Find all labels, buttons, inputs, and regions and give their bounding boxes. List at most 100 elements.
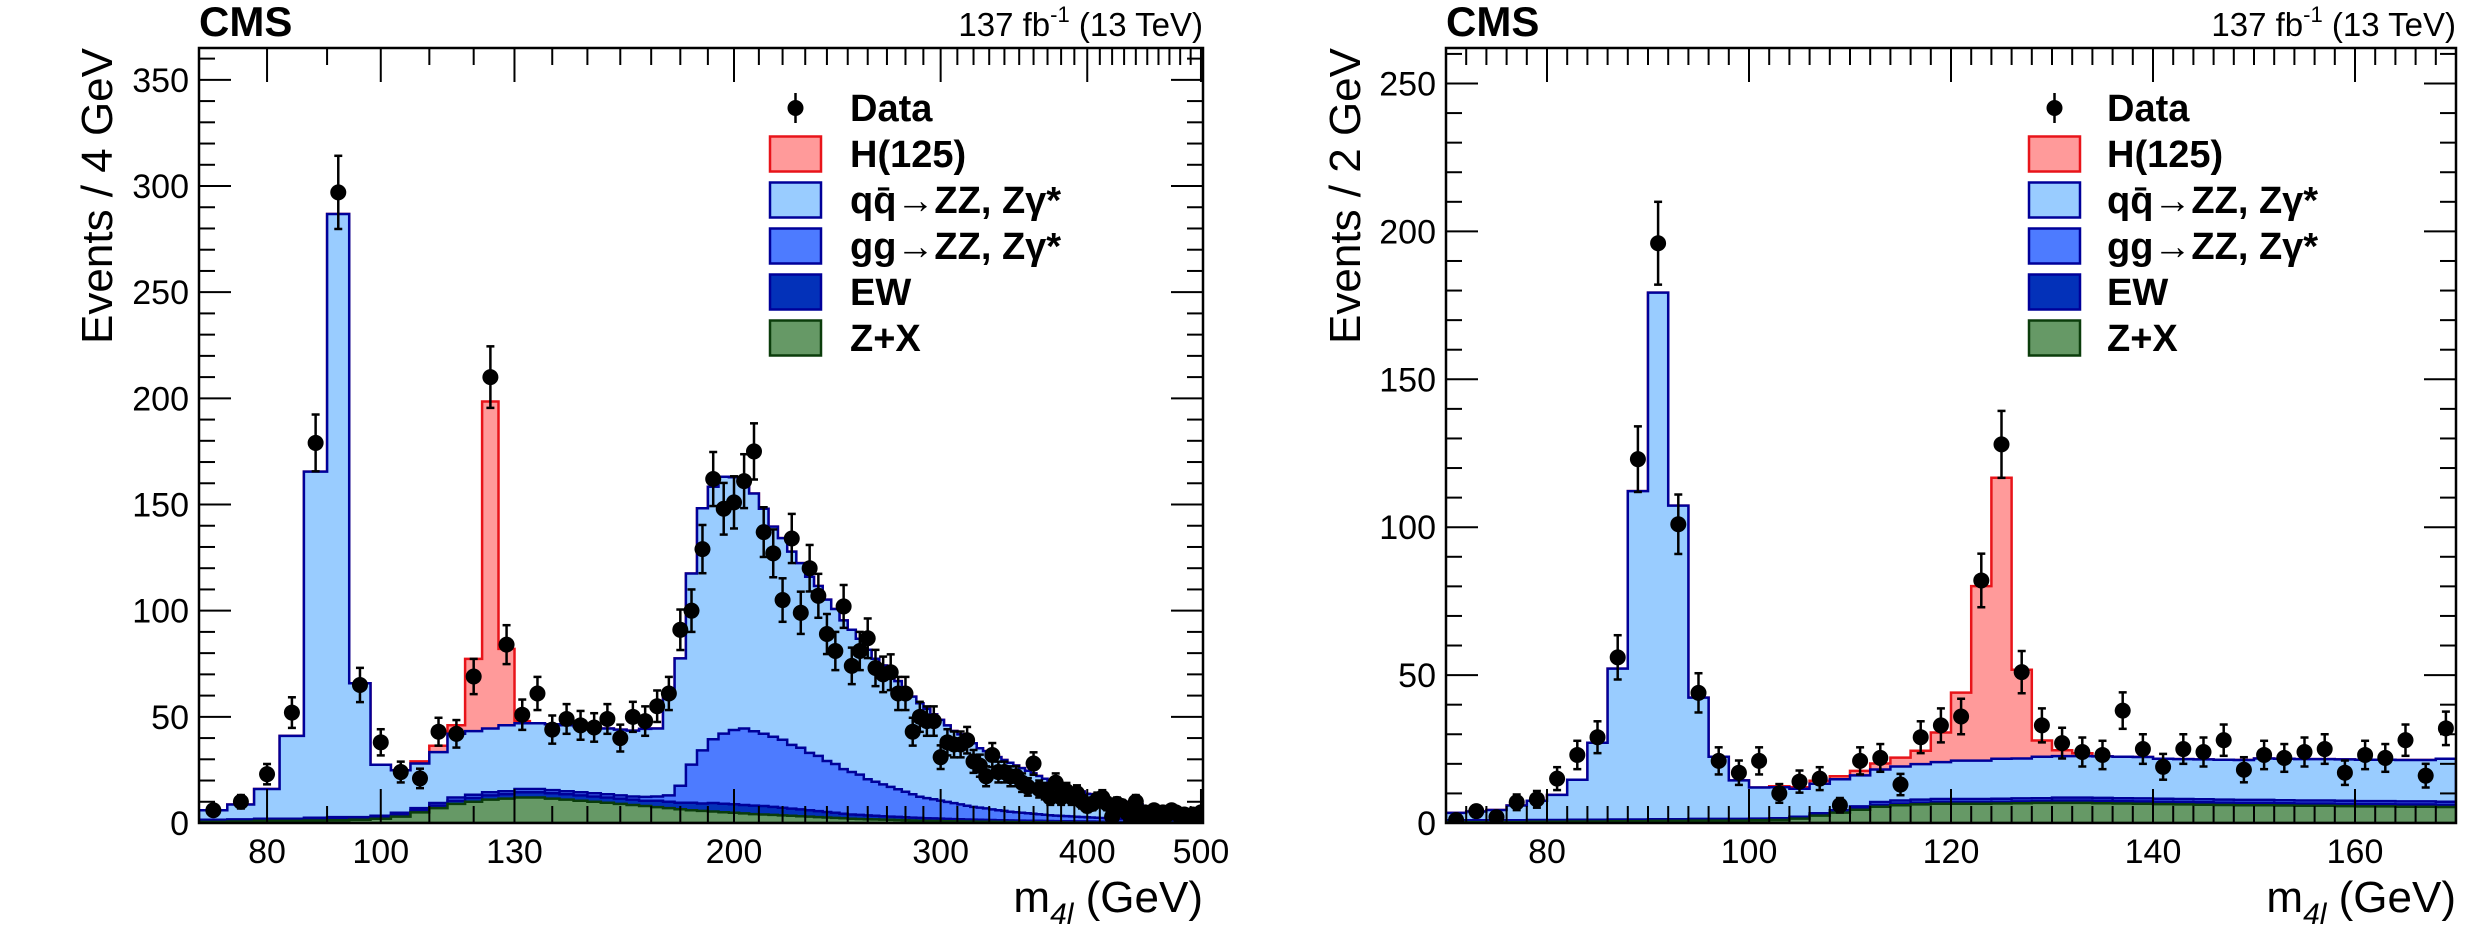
- data-marker: [498, 636, 515, 653]
- legend-data-marker: [2046, 100, 2063, 116]
- data-marker: [558, 710, 575, 727]
- data-marker: [637, 713, 654, 730]
- data-marker: [430, 723, 447, 740]
- y-tick-label: 200: [1379, 213, 1436, 251]
- y-tick-label: 50: [151, 699, 189, 737]
- y-tick-label: 100: [132, 593, 189, 631]
- data-point: [843, 646, 860, 686]
- data-point: [1690, 671, 1707, 714]
- data-point: [2054, 726, 2071, 760]
- legend-swatch: [2027, 181, 2082, 219]
- data-point: [529, 675, 546, 712]
- data-point: [745, 422, 762, 481]
- data-marker: [624, 708, 641, 725]
- data-point: [514, 698, 531, 732]
- data-points: [1448, 200, 2454, 823]
- data-marker: [932, 749, 949, 766]
- data-point: [810, 572, 827, 620]
- data-point: [392, 760, 409, 784]
- data-marker: [2377, 749, 2394, 766]
- data-point: [482, 345, 499, 410]
- data-point: [1609, 633, 1626, 681]
- data-point: [1932, 707, 1949, 744]
- data-marker: [755, 524, 772, 541]
- data-point: [792, 590, 809, 636]
- data-marker: [1609, 649, 1626, 666]
- data-point: [430, 716, 447, 747]
- data-marker: [1569, 746, 1586, 763]
- luminosity-label: 137 fb-1 (13 TeV): [2211, 2, 2456, 43]
- y-tick-label: 0: [170, 805, 189, 843]
- data-marker: [351, 676, 368, 693]
- data-marker: [672, 621, 689, 638]
- data-marker: [392, 764, 409, 781]
- data-point: [705, 450, 722, 508]
- data-point: [283, 696, 300, 730]
- data-marker: [259, 766, 276, 783]
- legend-label: Z+X: [850, 318, 921, 360]
- data-marker: [1650, 235, 1667, 252]
- y-axis-title: Events / 2 GeV: [1321, 47, 1370, 344]
- data-point: [1569, 739, 1586, 771]
- data-point: [1771, 782, 1788, 805]
- data-marker: [2417, 767, 2434, 784]
- y-tick-label: 100: [1379, 509, 1436, 547]
- legend-swatch: [768, 135, 823, 173]
- data-point: [2437, 710, 2454, 747]
- data-marker: [984, 747, 1001, 764]
- data-marker: [544, 721, 561, 738]
- legend-label: H(125): [850, 134, 966, 176]
- x-axis-var: m: [2266, 873, 2303, 922]
- y-tick-label: 350: [132, 62, 189, 100]
- data-marker: [1751, 752, 1768, 769]
- data-marker: [2357, 746, 2374, 763]
- data-point: [1892, 772, 1909, 797]
- data-point: [637, 705, 654, 738]
- data-point: [259, 762, 276, 786]
- legend-swatch: [768, 319, 823, 357]
- data-marker: [1025, 755, 1042, 772]
- data-point: [1670, 493, 1687, 556]
- data-marker: [859, 630, 876, 647]
- data-point: [859, 617, 876, 660]
- y-tick-label: 200: [132, 380, 189, 418]
- data-marker: [586, 719, 603, 736]
- data-marker: [726, 494, 743, 511]
- legend-entry-data: Data: [2046, 88, 2190, 130]
- data-marker: [1448, 812, 1465, 823]
- data-point: [2336, 759, 2353, 787]
- data-marker: [1831, 797, 1848, 814]
- data-point: [1448, 812, 1465, 823]
- legend-entry-ew: EW: [2027, 272, 2168, 314]
- data-point: [1710, 746, 1727, 776]
- legend-entry-gg: gg→ZZ, Zγ*: [2027, 226, 2318, 268]
- x-tick-label: 130: [486, 833, 543, 871]
- data-marker: [307, 434, 324, 451]
- data-point: [2357, 739, 2374, 771]
- data-marker: [1953, 708, 1970, 725]
- x-tick-label: 100: [352, 833, 409, 871]
- data-marker: [2054, 735, 2071, 752]
- data-point: [351, 666, 368, 704]
- data-marker: [1872, 749, 1889, 766]
- data-marker: [2013, 664, 2030, 681]
- lumi-energy: (13 TeV): [2323, 6, 2456, 43]
- data-marker: [1710, 752, 1727, 769]
- data-marker: [705, 471, 722, 488]
- data-point: [2033, 707, 2050, 744]
- experiment-label: CMS: [199, 0, 292, 45]
- data-marker: [572, 717, 589, 734]
- data-point: [2215, 723, 2232, 758]
- panel-low-mass: 0 50 100 150 200 250 80 100 120 140 160 CMS 137 fb-1…: [1321, 0, 2458, 931]
- data-marker: [1690, 684, 1707, 701]
- data-marker: [411, 770, 428, 787]
- x-tick-label: 300: [912, 833, 969, 871]
- data-marker: [1488, 809, 1505, 823]
- data-point: [2094, 739, 2111, 771]
- data-point: [232, 793, 249, 810]
- data-marker: [835, 598, 852, 615]
- data-point: [558, 702, 575, 736]
- data-marker: [1973, 572, 1990, 589]
